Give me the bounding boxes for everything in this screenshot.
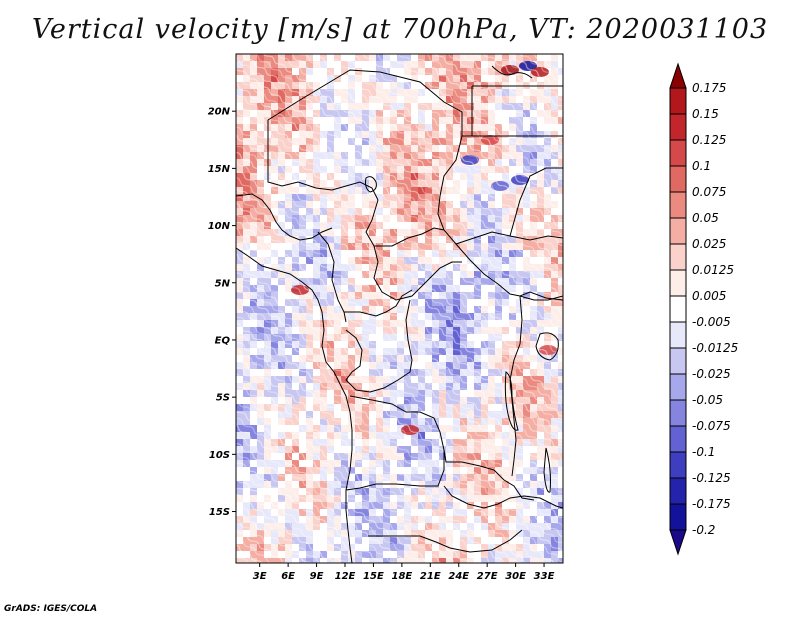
colorbar-swatch [669, 503, 687, 531]
lat-label: 10S [209, 450, 230, 461]
colorbar-swatch [669, 113, 687, 141]
colorbar-label: 0.025 [692, 237, 726, 251]
colorbar-swatch [669, 165, 687, 193]
border-ethiopia [509, 167, 563, 237]
colorbar-swatch [669, 191, 687, 219]
lat-label: 5N [215, 278, 231, 289]
colorbar-label: -0.005 [692, 315, 731, 329]
colorbar-swatch [669, 321, 687, 349]
colorbar-label: -0.05 [692, 393, 723, 407]
coastline-west-africa [236, 247, 353, 563]
colorbar-label: -0.1 [692, 445, 715, 459]
lon-label: 15E [363, 571, 384, 582]
colorbar-label: -0.025 [692, 367, 731, 381]
lon-label: 33E [534, 571, 555, 582]
contour-texture [236, 54, 563, 563]
colorbar-label: 0.125 [692, 133, 726, 147]
colorbar-label: 0.0125 [692, 263, 734, 277]
colorbar-swatch [669, 269, 687, 297]
lake-chad [365, 176, 377, 193]
country-borders [236, 69, 563, 563]
lon-label: 30E [505, 571, 526, 582]
border-chad-west [365, 199, 462, 301]
lake-victoria [535, 332, 559, 361]
colorbar-label: 0.15 [692, 107, 719, 121]
border-car-north [374, 227, 445, 247]
chart-title: Vertical velocity [m/s] at 700hPa, VT: 2… [31, 14, 769, 45]
colorbar-label: -0.175 [692, 497, 731, 511]
lon-label: 3E [253, 571, 267, 582]
lon-label: 12E [335, 571, 356, 582]
border-cameroon-gabon [344, 289, 413, 317]
lat-label: 20N [208, 107, 231, 118]
border-chad-east [437, 135, 563, 301]
lat-label: 15S [209, 507, 230, 518]
colorbar-swatch [669, 87, 687, 115]
colorbar-label: -0.125 [692, 471, 731, 485]
map-axes: 20N 15N 10N 5N EQ 5S 10S 15S 3E 6E 9E 12E 15E 18E 21E 2… [208, 107, 555, 582]
grads-credit: GrADS: IGES/COLA [4, 604, 98, 614]
lake-malawi [543, 447, 551, 493]
colorbar-label: -0.2 [692, 523, 715, 537]
lon-label: 18E [391, 571, 412, 582]
lon-label: 21E [420, 571, 441, 582]
colorbar-swatch [669, 451, 687, 479]
colorbar-swatch [669, 373, 687, 401]
colorbar-swatch [669, 217, 687, 245]
colorbar-swatch [669, 347, 687, 375]
colorbar-top-arrow [669, 62, 687, 89]
border-drc-south [349, 395, 535, 501]
colorbar-label: 0.1 [692, 159, 711, 173]
lat-label: 5S [216, 393, 230, 404]
colorbar-swatch [669, 139, 687, 167]
border-niger-north [267, 69, 463, 136]
colorbar-swatch [669, 243, 687, 271]
colorbar-label: -0.075 [692, 419, 731, 433]
border-drc-east [509, 295, 523, 477]
colorbar-swatch [669, 295, 687, 323]
lake-tanganyika [504, 371, 519, 431]
lat-label: 10N [208, 221, 231, 232]
border-congo [345, 299, 413, 393]
colorbar-label: 0.05 [692, 211, 719, 225]
colorbar-swatch [669, 477, 687, 505]
lon-label: 27E [477, 571, 498, 582]
border-west-sahel [236, 193, 333, 241]
nile-river [491, 65, 533, 79]
map-frame [235, 53, 564, 564]
colorbar-bottom-arrow [669, 529, 687, 556]
colorbar-label: 0.005 [692, 289, 726, 303]
border-uganda-kenya [519, 295, 563, 301]
colorbar-swatch [669, 425, 687, 453]
border-zambia [443, 485, 563, 509]
lat-label: 15N [208, 164, 231, 175]
colorbar-swatch [669, 399, 687, 427]
border-angola [345, 450, 445, 491]
colorbar-label: -0.0125 [692, 341, 738, 355]
colorbar: 0.175 0.15 0.125 0.1 0.075 0.05 0.025 0.0125 0.0… [669, 62, 738, 556]
lon-label: 6E [281, 571, 295, 582]
colorbar-label: 0.175 [692, 81, 726, 95]
colorbar-label: 0.075 [692, 185, 726, 199]
lon-label: 24E [448, 571, 469, 582]
border-namibia [368, 529, 523, 553]
lon-label: 9E [310, 571, 324, 582]
lat-label: EQ [215, 335, 231, 346]
lake-outlines [365, 65, 559, 493]
